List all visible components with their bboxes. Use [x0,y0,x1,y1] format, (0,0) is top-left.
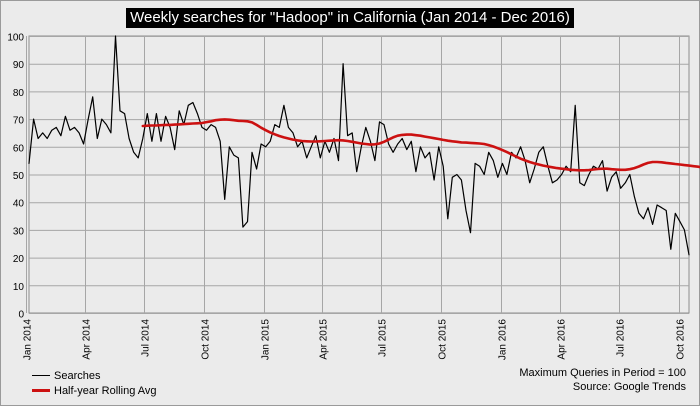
legend-item-rolling-avg: Half-year Rolling Avg [32,383,157,398]
chart-title: Weekly searches for "Hadoop" in Californ… [126,8,574,28]
legend-swatch-rolling-avg [32,389,50,392]
chart-notes: Maximum Queries in Period = 100 Source: … [519,366,686,394]
x-tick-label: Oct 2014 [201,319,212,360]
y-tick-label: 60 [13,143,25,154]
x-tick-label: Jan 2016 [498,319,509,361]
x-tick-label: Apr 2014 [82,319,93,360]
x-tick-label: Jan 2015 [261,319,272,361]
x-tick-label: Apr 2015 [319,319,330,360]
legend-swatch-searches [32,375,50,376]
x-tick-label: Oct 2015 [438,319,449,360]
y-tick-label: 30 [13,226,25,237]
series-line-rolling-avg [141,118,700,172]
x-tick-label: Apr 2016 [557,319,568,360]
y-tick-label: 80 [13,88,25,99]
legend-label-searches: Searches [54,369,101,382]
x-tick-label: Jan 2014 [23,319,34,361]
y-tick-label: 0 [18,310,24,321]
y-tick-label: 40 [13,199,25,210]
y-tick-label: 70 [13,116,25,127]
y-tick-label: 90 [13,60,25,71]
legend-item-searches: Searches [32,368,157,383]
legend-label-rolling-avg: Half-year Rolling Avg [54,384,157,397]
x-tick-label: Jul 2014 [141,319,152,357]
legend: Searches Half-year Rolling Avg [32,368,157,398]
x-tick-label: Oct 2016 [676,319,687,360]
chart-title-wrap: Weekly searches for "Hadoop" in Californ… [0,8,700,28]
max-queries-note: Maximum Queries in Period = 100 [519,367,686,379]
y-tick-label: 100 [7,33,24,44]
source-note: Source: Google Trends [572,381,686,393]
y-tick-label: 20 [13,254,25,265]
x-tick-label: Jul 2015 [378,319,389,357]
x-tick-label: Jul 2016 [616,319,627,357]
y-tick-label: 10 [13,282,25,293]
y-tick-label: 50 [13,171,25,182]
